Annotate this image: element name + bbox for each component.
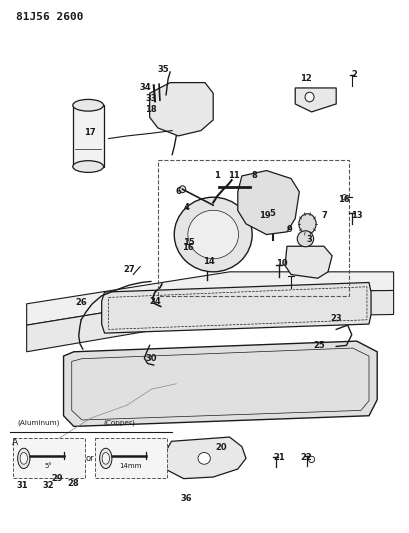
Polygon shape — [294, 88, 335, 112]
Polygon shape — [237, 171, 299, 235]
Text: 27: 27 — [123, 265, 135, 273]
Text: 19: 19 — [258, 212, 270, 220]
Ellipse shape — [186, 250, 192, 255]
Text: 31: 31 — [17, 481, 28, 489]
Text: 5°: 5° — [44, 463, 52, 469]
Ellipse shape — [73, 99, 103, 111]
Text: 25: 25 — [312, 341, 324, 350]
Text: 30: 30 — [145, 354, 156, 362]
Text: 8: 8 — [251, 172, 256, 180]
Text: 16: 16 — [182, 244, 193, 252]
Ellipse shape — [304, 92, 313, 102]
Ellipse shape — [20, 453, 27, 464]
Text: 9: 9 — [285, 225, 291, 233]
Text: 15: 15 — [182, 238, 194, 247]
Ellipse shape — [308, 456, 314, 463]
Text: 13: 13 — [350, 212, 362, 220]
Text: 5: 5 — [269, 209, 275, 217]
Text: 14: 14 — [203, 257, 214, 265]
Text: 4: 4 — [183, 204, 189, 212]
Text: 12: 12 — [299, 75, 310, 83]
Text: 16: 16 — [338, 196, 349, 204]
Ellipse shape — [341, 195, 346, 200]
Text: 10: 10 — [276, 260, 287, 268]
Ellipse shape — [18, 448, 30, 469]
Text: 33: 33 — [145, 94, 156, 103]
Text: or: or — [85, 454, 94, 463]
Bar — [157, 160, 348, 296]
Polygon shape — [284, 246, 331, 278]
Text: 14mm: 14mm — [119, 463, 141, 469]
Text: 17: 17 — [83, 128, 95, 136]
Text: 81J56 2600: 81J56 2600 — [16, 12, 84, 22]
Text: (Aluminum): (Aluminum) — [18, 420, 60, 426]
Text: 26: 26 — [75, 298, 87, 307]
Text: 34: 34 — [139, 84, 151, 92]
Text: 7: 7 — [320, 212, 326, 220]
Ellipse shape — [99, 448, 112, 469]
Ellipse shape — [174, 197, 252, 272]
Ellipse shape — [298, 214, 315, 234]
Text: 3: 3 — [306, 236, 312, 244]
Polygon shape — [149, 83, 213, 136]
Polygon shape — [27, 272, 393, 325]
Text: A: A — [11, 438, 18, 447]
Text: 24: 24 — [149, 297, 160, 305]
Text: 11: 11 — [227, 172, 239, 180]
Ellipse shape — [198, 453, 210, 464]
Ellipse shape — [185, 243, 193, 249]
Text: 32: 32 — [43, 481, 54, 489]
Text: 35: 35 — [157, 65, 169, 74]
Text: 6: 6 — [175, 188, 181, 196]
Polygon shape — [164, 437, 245, 479]
Text: 22: 22 — [300, 453, 312, 462]
Text: 23: 23 — [330, 314, 341, 323]
Text: 28: 28 — [67, 480, 79, 488]
Text: (Copper): (Copper) — [103, 420, 135, 426]
Ellipse shape — [179, 186, 185, 193]
Bar — [73, 106, 103, 166]
Ellipse shape — [73, 161, 103, 173]
Text: 36: 36 — [180, 494, 192, 503]
Bar — [13, 438, 85, 478]
Ellipse shape — [102, 453, 109, 464]
Text: 20: 20 — [215, 443, 227, 452]
Polygon shape — [101, 282, 370, 333]
Ellipse shape — [297, 231, 313, 247]
Text: 1: 1 — [213, 172, 219, 180]
Polygon shape — [27, 290, 393, 352]
Polygon shape — [63, 341, 376, 426]
Text: 2: 2 — [351, 70, 357, 79]
Bar — [95, 438, 166, 478]
Text: 21: 21 — [272, 453, 284, 462]
Text: 29: 29 — [52, 474, 63, 483]
Text: 18: 18 — [145, 105, 156, 114]
Ellipse shape — [187, 210, 238, 259]
